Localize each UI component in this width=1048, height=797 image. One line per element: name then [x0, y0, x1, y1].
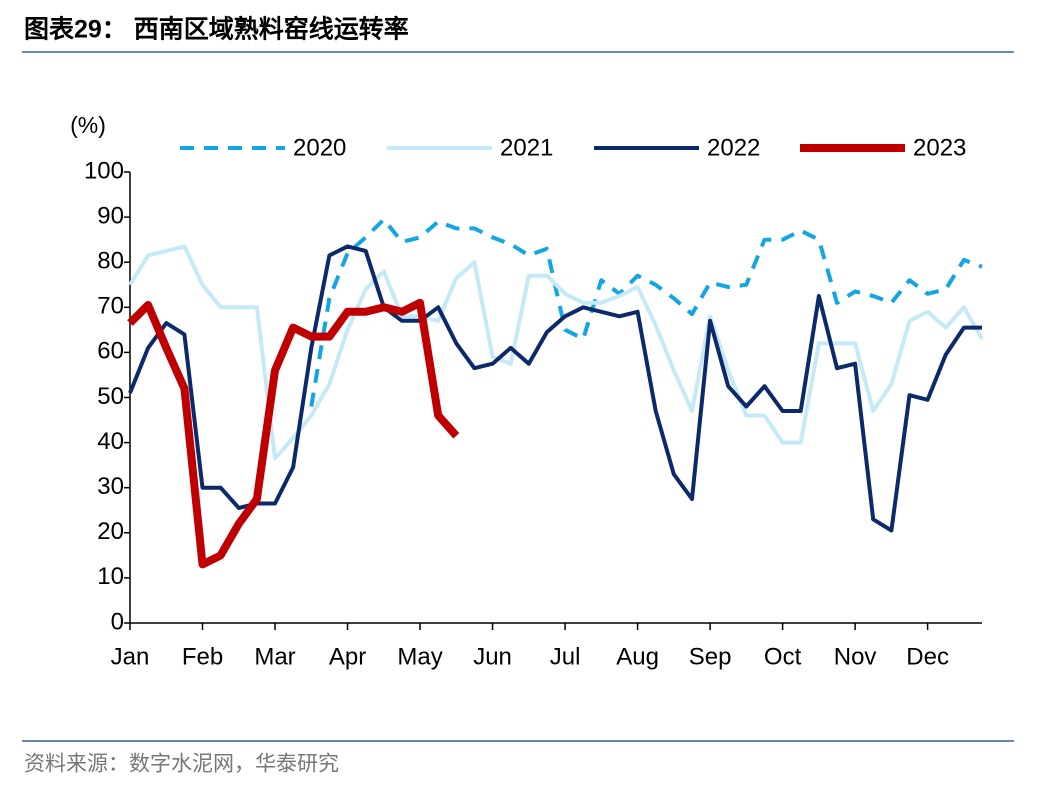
x-tick-label: Aug	[616, 643, 659, 670]
x-tick-label: Dec	[906, 643, 949, 670]
x-tick-label: Jul	[550, 643, 581, 670]
x-tick-label: Sep	[689, 643, 732, 670]
y-tick-label: 10	[97, 563, 124, 590]
series-line	[128, 244, 982, 533]
y-tick-label: 70	[97, 293, 124, 320]
source: 资料来源：数字水泥网，华泰研究	[24, 753, 339, 776]
series-line	[309, 217, 983, 407]
y-axis-label: (%)	[70, 112, 106, 138]
x-tick-label: Nov	[834, 643, 877, 670]
y-tick-label: 30	[97, 473, 124, 500]
x-tick-label: Oct	[764, 643, 802, 670]
y-tick-label: 20	[97, 518, 124, 545]
x-tick-label: Mar	[254, 643, 295, 670]
legend-label: 2023	[913, 134, 966, 161]
y-tick-label: 50	[97, 383, 124, 410]
y-tick-label: 40	[97, 428, 124, 455]
series-line	[127, 298, 460, 569]
x-tick-label: Feb	[182, 643, 223, 670]
y-tick-label: 100	[84, 157, 124, 184]
series-line	[128, 244, 984, 461]
legend-label: 2020	[293, 134, 346, 161]
y-tick-label: 60	[97, 338, 124, 365]
y-tick-label: 90	[97, 202, 124, 229]
x-tick-label: Jan	[111, 643, 150, 670]
x-tick-label: Jun	[473, 643, 512, 670]
y-tick-label: 80	[97, 248, 124, 275]
legend-label: 2021	[500, 134, 553, 161]
x-tick-label: May	[397, 643, 442, 670]
x-tick-label: Apr	[329, 643, 366, 670]
legend-label: 2022	[707, 134, 760, 161]
chart-title: 图表29： 西南区域熟料窑线运转率	[24, 15, 409, 44]
y-tick-label: 0	[111, 608, 124, 635]
